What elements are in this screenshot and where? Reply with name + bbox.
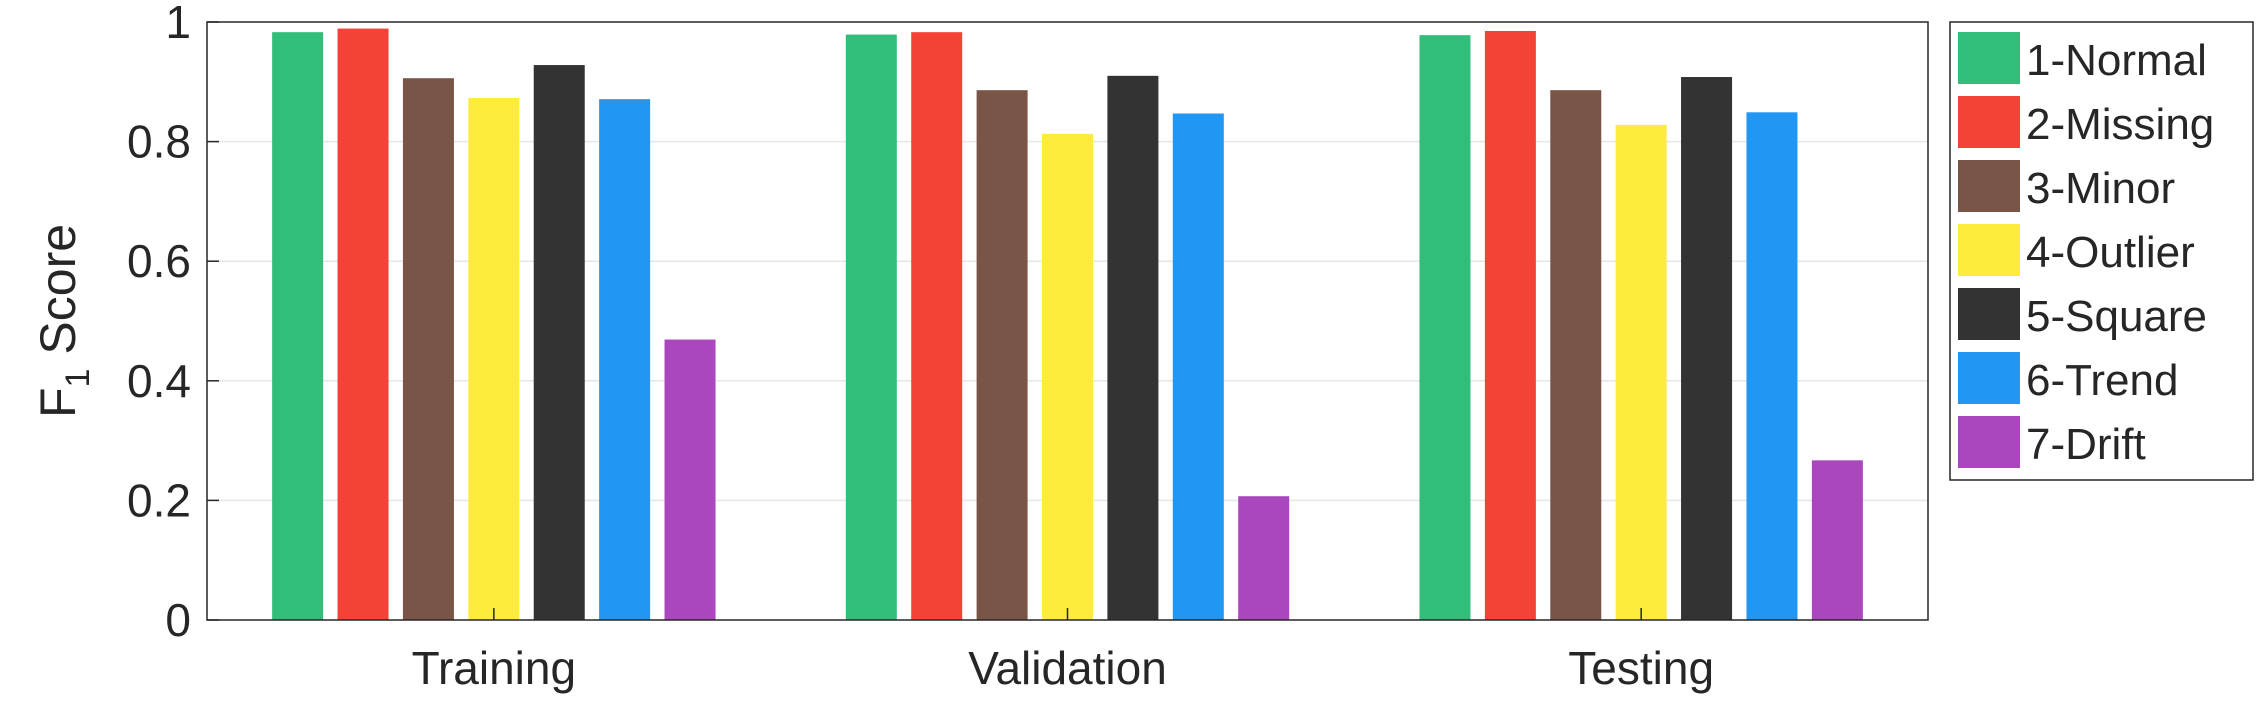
- y-tick-label: 0: [165, 594, 191, 646]
- y-tick-label: 0.6: [127, 235, 191, 287]
- bar-7-drift-training: [664, 339, 716, 620]
- bar-5-square-validation: [1107, 75, 1159, 620]
- legend-swatch: [1958, 96, 2020, 148]
- bars-group: [272, 28, 1863, 621]
- legend-swatch: [1958, 352, 2020, 404]
- legend-label: 5-Square: [2026, 292, 2207, 341]
- bar-5-square-training: [533, 65, 585, 620]
- bar-4-outlier-validation: [1041, 133, 1094, 621]
- bar-4-outlier-testing: [1615, 124, 1667, 620]
- legend-label: 2-Missing: [2026, 100, 2214, 149]
- bar-7-drift-testing: [1811, 460, 1863, 620]
- bar-4-outlier-training: [468, 97, 520, 621]
- bar-1-normal-testing: [1419, 35, 1471, 620]
- bar-2-missing-validation: [911, 32, 963, 620]
- y-axis-ticks: 0 0.2 0.4 0.6 0.8 1: [127, 0, 219, 646]
- bar-7-drift-validation: [1238, 496, 1290, 620]
- bar-2-missing-testing: [1484, 30, 1536, 621]
- y-tick-label: 0.4: [127, 355, 191, 407]
- bar-5-square-testing: [1681, 77, 1733, 621]
- bar-3-minor-testing: [1550, 90, 1602, 620]
- bar-6-trend-validation: [1172, 113, 1224, 620]
- bar-6-trend-testing: [1746, 112, 1798, 620]
- bar-6-trend-training: [599, 99, 651, 621]
- y-axis-label: F1 Score: [30, 224, 97, 418]
- legend-swatch: [1958, 224, 2020, 276]
- legend-label: 6-Trend: [2026, 356, 2178, 405]
- legend-swatch: [1958, 32, 2020, 84]
- y-axis-label-subscript: 1: [59, 369, 97, 388]
- y-axis-label-main: F: [30, 388, 86, 419]
- y-tick-label: 0.8: [127, 116, 191, 168]
- x-tick-label: Testing: [1568, 642, 1714, 694]
- legend-label: 1-Normal: [2026, 36, 2207, 85]
- legend-swatch: [1958, 416, 2020, 468]
- x-tick-label: Validation: [968, 642, 1167, 694]
- y-tick-label: 1: [165, 0, 191, 48]
- y-tick-label: 0.2: [127, 474, 191, 526]
- legend-label: 3-Minor: [2026, 164, 2175, 213]
- legend-swatch: [1958, 160, 2020, 212]
- y-axis-label-rest: Score: [30, 224, 86, 355]
- bar-1-normal-validation: [845, 34, 897, 621]
- legend: 1-Normal 2-Missing 3-Minor 4-Outlier 5-Squar…: [1949, 21, 2254, 481]
- x-tick-label: Training: [412, 642, 576, 694]
- bar-3-minor-training: [402, 78, 454, 621]
- x-axis-ticks: Training Validation Testing: [412, 608, 1714, 694]
- legend-swatch: [1958, 288, 2020, 340]
- bar-1-normal-training: [272, 32, 324, 620]
- bar-2-missing-training: [337, 28, 389, 620]
- legend-label: 7-Drift: [2026, 420, 2146, 469]
- legend-label: 4-Outlier: [2026, 228, 2195, 277]
- bar-3-minor-validation: [976, 90, 1028, 620]
